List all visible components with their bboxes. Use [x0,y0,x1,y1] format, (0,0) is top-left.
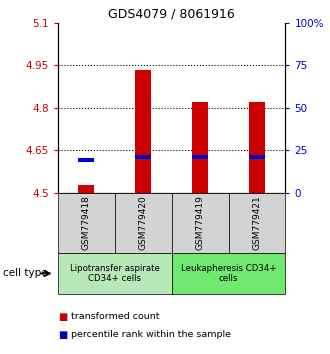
Text: GSM779420: GSM779420 [139,196,148,250]
Text: transformed count: transformed count [71,312,159,321]
Text: ■: ■ [58,330,67,339]
Bar [249,155,265,159]
Text: ■: ■ [58,312,67,322]
Bar [78,158,94,162]
Text: GSM779419: GSM779419 [196,195,205,251]
Bar [135,155,151,159]
Text: Lipotransfer aspirate
CD34+ cells: Lipotransfer aspirate CD34+ cells [70,264,160,283]
Bar [228,193,285,253]
Bar [192,102,208,193]
Text: GSM779421: GSM779421 [252,196,261,250]
Text: percentile rank within the sample: percentile rank within the sample [71,330,231,339]
Bar [192,155,208,159]
Bar [58,253,172,294]
Title: GDS4079 / 8061916: GDS4079 / 8061916 [108,7,235,21]
Text: GSM779418: GSM779418 [82,195,91,251]
Bar [172,253,285,294]
Bar [249,102,265,193]
Bar [172,193,228,253]
Bar [115,193,172,253]
Bar [78,185,94,193]
Bar [58,193,115,253]
Bar [135,70,151,193]
Text: Leukapheresis CD34+
cells: Leukapheresis CD34+ cells [181,264,276,283]
Text: cell type: cell type [3,268,48,279]
